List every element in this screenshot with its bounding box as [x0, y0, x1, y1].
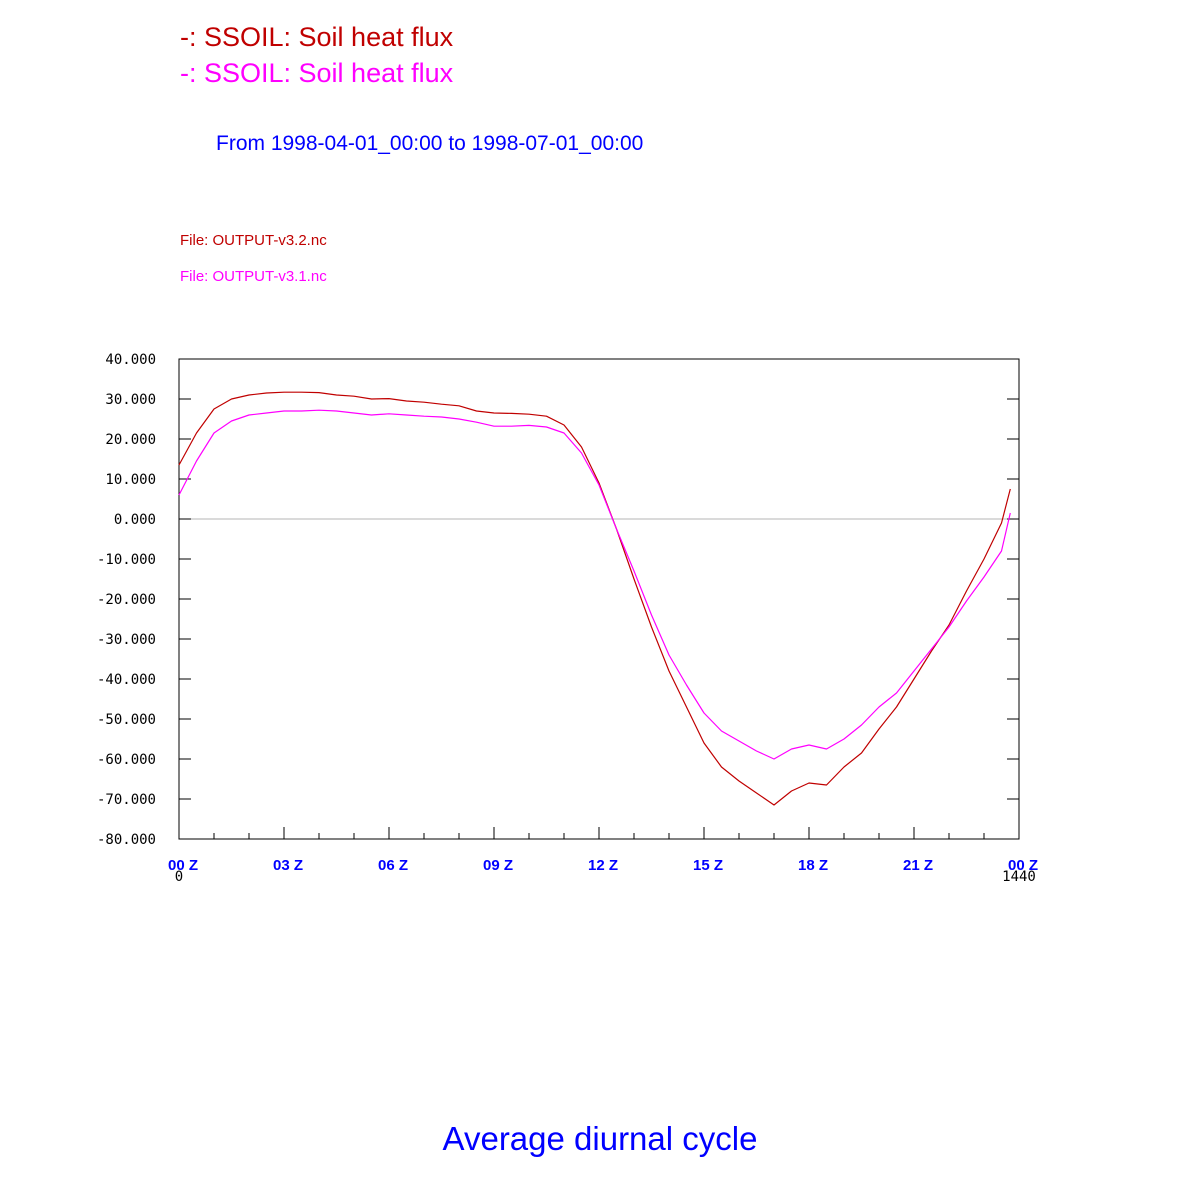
- x-tick-label: 00 Z: [168, 857, 198, 874]
- y-tick-label: -20.000: [97, 592, 156, 608]
- file-label-v32: File: OUTPUT-v3.2.nc: [180, 232, 327, 249]
- y-tick-label: -60.000: [97, 752, 156, 768]
- x-tick-label: 03 Z: [273, 857, 303, 874]
- plot-frame: [178, 358, 1020, 840]
- y-tick-label: 40.000: [105, 352, 156, 368]
- y-tick-label: 20.000: [105, 432, 156, 448]
- x-tick-label: 18 Z: [798, 857, 828, 874]
- chart-bottom-title: Average diurnal cycle: [442, 1120, 758, 1157]
- x-minute-label: 1440: [1002, 869, 1036, 885]
- x-tick-label: 12 Z: [588, 857, 618, 874]
- legend-entry-v31: -: SSOIL: Soil heat flux: [180, 58, 454, 88]
- legend-entry-v32: -: SSOIL: Soil heat flux: [180, 22, 454, 52]
- date-range-label: From 1998-04-01_00:00 to 1998-07-01_00:0…: [216, 132, 644, 155]
- x-minute-label: 0: [175, 869, 183, 885]
- y-tick-label: -10.000: [97, 552, 156, 568]
- y-tick-label: 0.000: [114, 512, 156, 528]
- x-tick-label: 06 Z: [378, 857, 408, 874]
- y-tick-label: 10.000: [105, 472, 156, 488]
- x-tick-label: 00 Z: [1008, 857, 1038, 874]
- series-line-1: [178, 391, 1011, 806]
- x-tick-label: 09 Z: [483, 857, 513, 874]
- y-tick-label: -70.000: [97, 792, 156, 808]
- x-tick-label: 21 Z: [903, 857, 933, 874]
- y-tick-label: -30.000: [97, 632, 156, 648]
- x-tick-label: 15 Z: [693, 857, 723, 874]
- y-tick-label: -50.000: [97, 712, 156, 728]
- series-line-2: [178, 409, 1011, 760]
- y-tick-label: -80.000: [97, 832, 156, 848]
- y-tick-label: -40.000: [97, 672, 156, 688]
- y-tick-label: 30.000: [105, 392, 156, 408]
- file-label-v31: File: OUTPUT-v3.1.nc: [180, 268, 327, 285]
